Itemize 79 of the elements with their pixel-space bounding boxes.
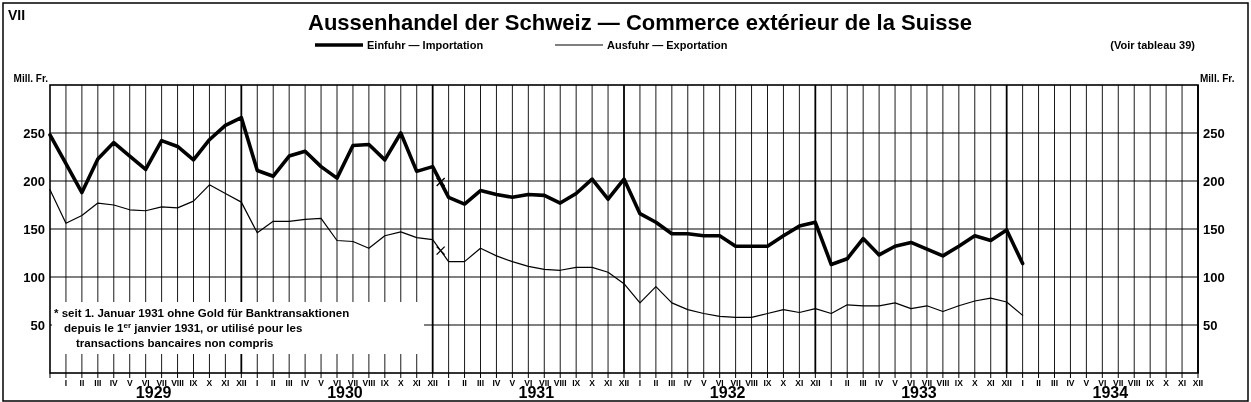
- y-tick-label: 250: [23, 126, 45, 141]
- x-tick-label: IX: [1146, 378, 1155, 388]
- x-tick-label: IV: [683, 378, 693, 388]
- y-tick-label: 50: [30, 318, 45, 333]
- x-tick-label: II: [270, 378, 276, 388]
- x-tick-label: VIII: [1127, 378, 1141, 388]
- x-tick-label: X: [1163, 378, 1170, 388]
- legend-label: Ausfuhr — Exportation: [607, 39, 728, 51]
- x-tick-label: IX: [954, 378, 964, 388]
- x-tick-label: III: [668, 378, 676, 388]
- x-tick-label: II: [79, 378, 85, 388]
- x-tick-label: VIII: [171, 378, 184, 388]
- x-tick-label: XII: [1192, 378, 1204, 388]
- x-tick-label: V: [892, 378, 899, 388]
- x-tick-label: XI: [604, 378, 613, 388]
- x-tick-label: IV: [875, 378, 884, 388]
- x-tick-label: IX: [763, 378, 772, 388]
- x-tick-label: V: [126, 378, 133, 388]
- x-tick-label: XII: [1001, 378, 1012, 388]
- x-tick-label: I: [638, 378, 642, 388]
- x-tick-label: X: [589, 378, 596, 388]
- x-tick-label: I: [64, 378, 68, 388]
- y-tick-label: 200: [23, 174, 45, 189]
- x-tick-label: IV: [301, 378, 310, 388]
- annotation: * seit 1. Januar 1931 ohne Gold für Banktransaktionen: [54, 307, 350, 319]
- x-tick-label: II: [1036, 378, 1041, 388]
- y-axis-title: Mill. Fr.: [13, 73, 49, 84]
- x-tick-label: X: [780, 378, 787, 388]
- x-tick-label: VIII: [362, 378, 376, 388]
- x-tick-label: IX: [572, 378, 581, 388]
- x-tick-label: II: [462, 378, 467, 388]
- legend-label: Einfuhr — Importation: [367, 39, 484, 51]
- y2-tick-label: 100: [1203, 270, 1225, 285]
- x-tick-label: I: [447, 378, 450, 388]
- x-tick-label: III: [476, 378, 485, 388]
- x-tick-label: V: [509, 378, 516, 388]
- y2-axis-title: Mill. Fr.: [1200, 73, 1235, 84]
- x-tick-label: V: [1083, 378, 1090, 388]
- x-tick-label: XI: [221, 378, 230, 388]
- x-tick-label: XI: [986, 378, 995, 388]
- x-tick-label: II: [844, 378, 850, 388]
- x-tick-label: IV: [1066, 378, 1075, 388]
- annotation: depuis le 1$^{er}$ janvier 1931, or utilisé pour les transactions bancaires non compris: [64, 320, 303, 349]
- x-tick-label: X: [971, 378, 978, 388]
- x-tick-label: III: [94, 378, 102, 388]
- x-tick-label: XII: [236, 378, 247, 388]
- y-tick-label: 150: [23, 222, 45, 237]
- chart-title: Aussenhandel der Schweiz — Commerce extérieur de la Suisse: [308, 10, 972, 35]
- x-tick-label: VIII: [553, 378, 567, 388]
- x-tick-label: I: [1021, 378, 1024, 388]
- x-tick-label: I: [830, 378, 833, 388]
- y2-tick-label: 150: [1203, 222, 1225, 237]
- x-tick-label: IV: [109, 378, 119, 388]
- y-tick-label: 100: [23, 270, 45, 285]
- x-tick-label: IX: [380, 378, 390, 388]
- x-tick-label: XI: [795, 378, 804, 388]
- text: (Voir tableau 39): [1110, 39, 1196, 51]
- x-tick-label: IX: [189, 378, 198, 388]
- x-tick-label: XI: [412, 378, 421, 388]
- x-tick-label: XII: [427, 378, 438, 388]
- x-tick-label: VIII: [936, 378, 950, 388]
- x-tick-label: III: [859, 378, 867, 388]
- x-tick-label: X: [206, 378, 213, 388]
- x-tick-label: III: [1050, 378, 1059, 388]
- x-tick-label: IV: [492, 378, 501, 388]
- x-tick-label: XI: [1178, 378, 1187, 388]
- y2-tick-label: 200: [1203, 174, 1225, 189]
- x-tick-label: II: [653, 378, 659, 388]
- y2-tick-label: 50: [1203, 318, 1218, 333]
- x-tick-label: V: [700, 378, 707, 388]
- x-tick-label: V: [318, 378, 325, 388]
- x-tick-label: I: [256, 378, 259, 388]
- x-tick-label: XII: [810, 378, 821, 388]
- x-tick-label: XII: [618, 378, 630, 388]
- y2-tick-label: 250: [1203, 126, 1225, 141]
- x-tick-label: III: [285, 378, 293, 388]
- x-tick-label: VIII: [745, 378, 758, 388]
- text: VII: [8, 7, 26, 23]
- x-tick-label: X: [397, 378, 404, 388]
